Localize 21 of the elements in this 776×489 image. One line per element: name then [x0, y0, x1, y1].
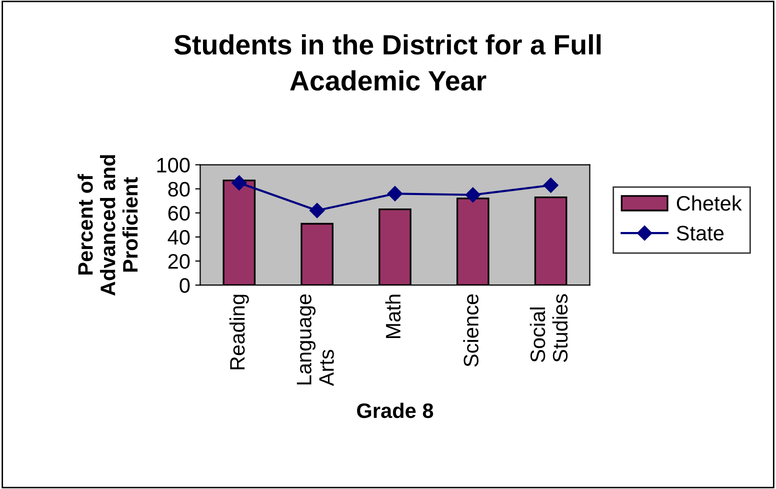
- point: [310, 202, 325, 218]
- legend-label: State: [676, 226, 724, 241]
- point: [465, 187, 480, 202]
- legend-label: Chetek: [676, 195, 742, 211]
- point: [387, 186, 403, 202]
- y-tick-label: 60: [168, 206, 190, 221]
- point: [543, 178, 558, 193]
- y-tick-label: 100: [157, 158, 190, 173]
- y-tick-label: 80: [168, 182, 190, 197]
- chart-title: Students in the District for a Full Academic Year: [174, 34, 601, 91]
- x-tick-label: Language Arts: [296, 294, 334, 386]
- y-tick-label: 0: [180, 278, 190, 293]
- y-tick-label: 20: [168, 254, 190, 269]
- x-tick-label: Social Studies: [530, 294, 568, 362]
- y-tick-label: 40: [168, 230, 190, 245]
- point: [232, 175, 247, 190]
- x-axis-title: Grade 8: [357, 402, 434, 418]
- x-tick-label: Math: [385, 294, 401, 338]
- x-tick-label: Reading: [229, 294, 249, 370]
- x-tick-label: Science: [463, 294, 478, 367]
- y-axis-title: Percent of Advanced and Proficient: [78, 155, 138, 296]
